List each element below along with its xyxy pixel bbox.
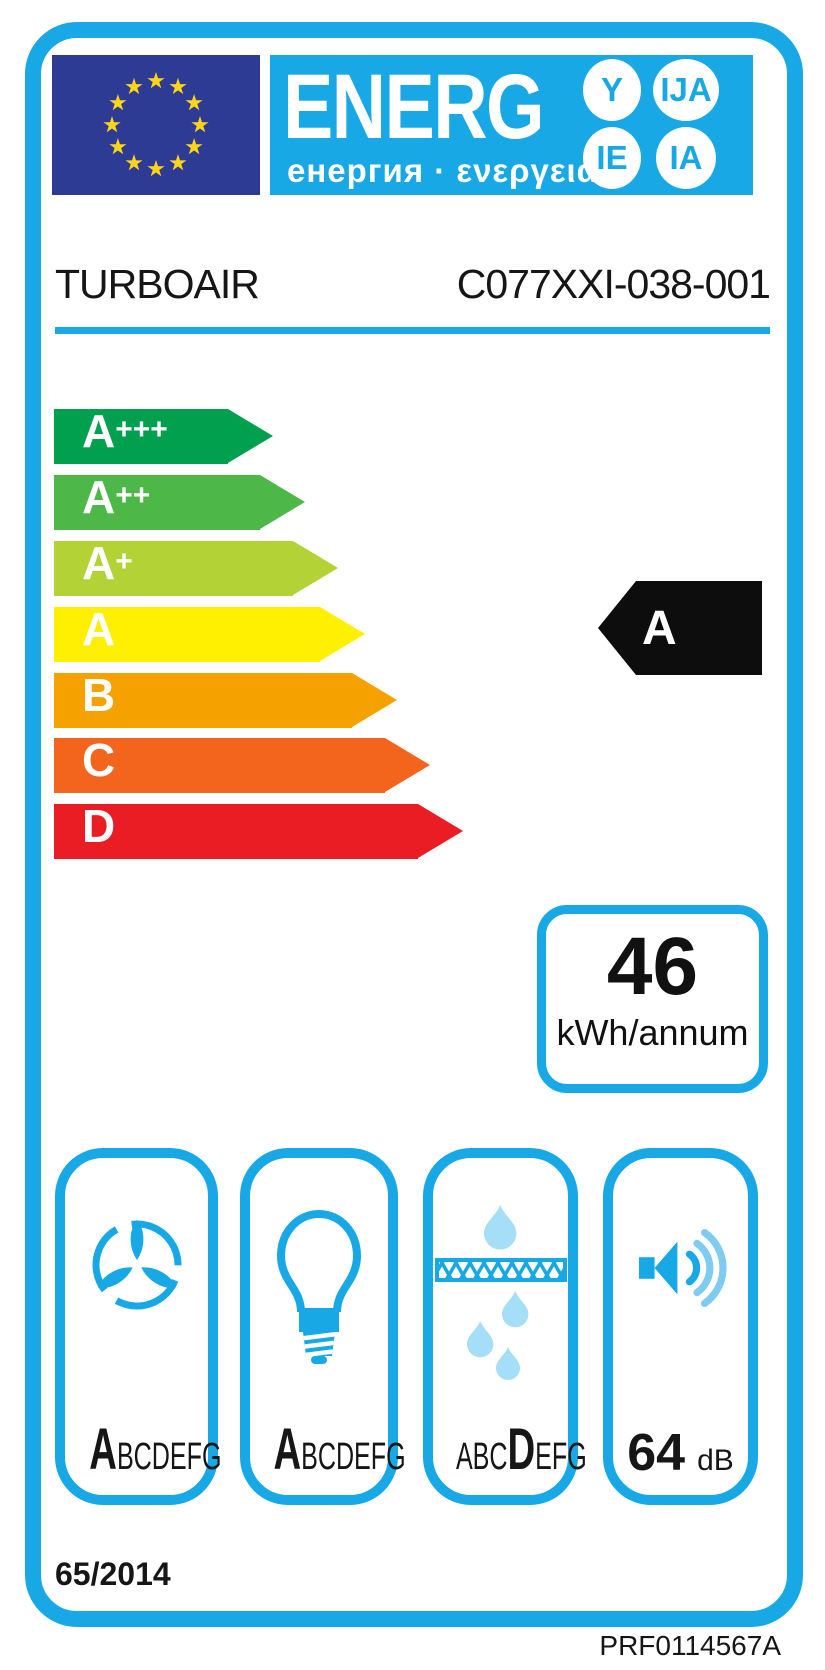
class-bar-a-plus-plus: A++ bbox=[54, 471, 305, 530]
header-divider bbox=[55, 327, 770, 334]
class-bar-c: C bbox=[54, 734, 430, 793]
fan-efficiency-box: ABCDEFG bbox=[55, 1148, 222, 1505]
lighting-efficiency-box: ABCDEFG bbox=[240, 1148, 406, 1505]
energy-consumption-unit: kWh/annum bbox=[556, 1012, 749, 1054]
bar-tip bbox=[320, 607, 365, 661]
fan-icon bbox=[92, 1220, 181, 1310]
energ-suffix-badge-ia: IA bbox=[656, 127, 716, 189]
eu-flag-icon bbox=[52, 55, 260, 195]
brand-name: TURBOAIR bbox=[55, 261, 260, 307]
model-number: C077XXI-038-001 bbox=[456, 261, 771, 307]
class-bar-a-plus: A+ bbox=[54, 537, 338, 596]
lighting-efficiency-grade: ABCDEFG bbox=[273, 1417, 406, 1482]
energy-consumption-box: 46 kWh/annum bbox=[537, 905, 768, 1093]
class-bar-a: A bbox=[54, 603, 365, 662]
fan-efficiency-grade: ABCDEFG bbox=[89, 1417, 222, 1482]
light-bulb-icon bbox=[276, 1209, 362, 1364]
energ-logo-word: ENERG bbox=[283, 56, 545, 158]
bar-tip bbox=[385, 738, 430, 792]
grease-filter-box: ABCDEFG bbox=[423, 1148, 587, 1505]
product-row: TURBOAIR C077XXI-038-001 bbox=[55, 261, 771, 307]
energy-consumption-value: 46 bbox=[606, 921, 699, 1012]
rating-arrow-tip bbox=[598, 581, 636, 675]
noise-level-value: 64 dB bbox=[627, 1424, 734, 1482]
reference-code: PRF0114567A bbox=[599, 1630, 781, 1661]
class-bar-d: D bbox=[54, 800, 463, 859]
energ-logo: ENERG енергия · ενεργεια Y IJA IE IA bbox=[270, 55, 753, 195]
grease-filter-icon bbox=[434, 1205, 567, 1380]
regulation-number: 65/2014 bbox=[55, 1556, 171, 1592]
bar-tip bbox=[352, 673, 397, 727]
bar-tip bbox=[228, 409, 273, 463]
bar-tip bbox=[293, 541, 338, 595]
energ-suffix-badge-ie: IE bbox=[583, 127, 641, 189]
bar-tip bbox=[418, 804, 463, 858]
bar-tip bbox=[260, 475, 305, 529]
energ-suffix-badge-ija: IJA bbox=[653, 59, 719, 121]
rating-letter: A bbox=[636, 581, 762, 675]
rating-arrow: A bbox=[598, 581, 762, 675]
class-bar-b: B bbox=[54, 669, 397, 728]
speaker-icon bbox=[638, 1229, 727, 1307]
grease-filter-grade: ABCDEFG bbox=[455, 1417, 587, 1482]
noise-level-box: 64 dB bbox=[603, 1148, 758, 1505]
energ-logo-subtext: енергия · ενεργεια bbox=[287, 152, 598, 189]
energ-suffix-badge-y: Y bbox=[583, 59, 641, 121]
class-bar-a-plus-plus-plus: A+++ bbox=[54, 405, 273, 464]
